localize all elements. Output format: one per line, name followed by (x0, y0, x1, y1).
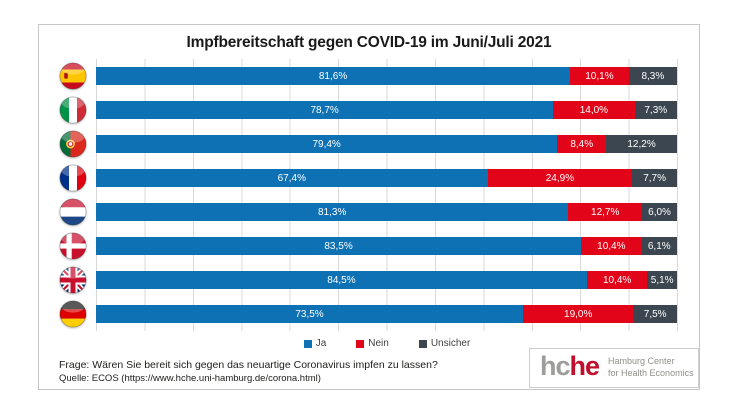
legend-label-nein: Nein (368, 338, 389, 349)
bar-value-label: 19,0% (564, 308, 593, 320)
bar-segment-unsicher: 7,7% (632, 169, 677, 187)
hche-logo-subtitle: Hamburg Center for Health Economics (608, 356, 694, 379)
chart-card: Impfbereitschaft gegen COVID-19 im Juni/… (38, 24, 700, 390)
bar-value-label: 7,3% (644, 104, 668, 116)
country-row-italy: 78,7% 14,0% 7,3% (39, 93, 699, 127)
bar-segment-unsicher: 5,1% (647, 271, 677, 289)
bar-segment-unsicher: 8,3% (628, 67, 677, 85)
bar-value-label: 6,1% (647, 240, 671, 252)
stacked-bar-germany: 73,5% 19,0% 7,5% (96, 305, 677, 323)
bar-value-label: 5,1% (650, 274, 674, 286)
legend-swatch-unsicher-icon (418, 339, 427, 348)
bar-value-label: 8,4% (570, 138, 594, 150)
country-row-uk: 84,5% 10,4% 5,1% (39, 263, 699, 297)
bar-segment-ja: 73,5% (96, 305, 524, 323)
footnote-question: Frage: Wären Sie bereit sich gegen das n… (59, 359, 438, 371)
bar-segment-nein: 24,9% (487, 169, 633, 187)
bar-value-label: 12,2% (627, 138, 656, 150)
legend-label-unsicher: Unsicher (430, 338, 471, 349)
legend-item-ja: Ja (303, 338, 327, 349)
bar-value-label: 7,7% (643, 172, 667, 184)
flag-uk-icon (59, 266, 87, 294)
bar-segment-ja: 81,6% (96, 67, 571, 85)
country-row-denmark: 83,5% 10,4% 6,1% (39, 229, 699, 263)
flag-france-icon (59, 164, 87, 192)
bar-value-label: 81,6% (318, 70, 348, 82)
bar-segment-nein: 12,7% (568, 203, 643, 221)
logo-text-gray: hc (540, 351, 570, 381)
bar-value-label: 10,4% (602, 274, 632, 286)
legend: Ja Nein Unsicher (96, 338, 678, 349)
stacked-bar-netherlands: 81,3% 12,7% 6,0% (96, 203, 677, 221)
bar-segment-ja: 81,3% (96, 203, 569, 221)
bar-segment-ja: 83,5% (96, 237, 582, 255)
flag-germany-icon (59, 300, 87, 328)
flag-netherlands-icon (59, 198, 87, 226)
bar-segment-ja: 78,7% (96, 101, 554, 119)
legend-label-ja: Ja (315, 338, 327, 349)
bar-value-label: 78,7% (310, 104, 339, 116)
bar-segment-unsicher: 7,3% (634, 101, 677, 119)
flag-portugal-icon (59, 130, 87, 158)
country-row-france: 67,4% 24,9% 7,7% (39, 161, 699, 195)
stacked-bar-portugal: 79,4% 8,4% 12,2% (96, 135, 677, 153)
bar-value-label: 10,1% (585, 70, 614, 82)
flag-spain-icon (59, 62, 87, 90)
legend-item-unsicher: Unsicher (418, 338, 471, 349)
legend-item-nein: Nein (356, 338, 389, 349)
legend-swatch-ja-icon (303, 339, 312, 348)
stacked-bar-france: 67,4% 24,9% 7,7% (96, 169, 677, 187)
bar-segment-nein: 14,0% (553, 101, 635, 119)
bar-segment-nein: 10,4% (581, 237, 642, 255)
bar-value-label: 7,5% (643, 308, 667, 320)
flag-italy-icon (59, 96, 87, 124)
bar-value-label: 6,0% (648, 206, 671, 218)
logo-line2: for Health Economics (608, 368, 694, 378)
flag-denmark-icon (59, 232, 87, 260)
bar-segment-nein: 19,0% (523, 305, 634, 323)
bar-value-label: 73,5% (295, 308, 324, 320)
bar-value-label: 67,4% (277, 172, 306, 184)
country-row-netherlands: 81,3% 12,7% 6,0% (39, 195, 699, 229)
country-row-portugal: 79,4% 8,4% 12,2% (39, 127, 699, 161)
hche-logo: hche Hamburg Center for Health Economics (529, 348, 699, 388)
logo-line1: Hamburg Center (608, 356, 675, 367)
bar-value-label: 10,4% (597, 240, 626, 252)
hche-logo-wordmark: hche (530, 351, 600, 383)
legend-swatch-nein-icon (356, 339, 365, 348)
bar-segment-unsicher: 6,1% (641, 237, 677, 255)
stacked-bar-denmark: 83,5% 10,4% 6,1% (96, 237, 677, 255)
bar-value-label: 8,3% (641, 70, 665, 82)
bar-value-label: 81,3% (317, 206, 347, 218)
stacked-bar-italy: 78,7% 14,0% 7,3% (96, 101, 677, 119)
bar-segment-unsicher: 7,5% (633, 305, 677, 323)
footnotes: Frage: Wären Sie bereit sich gegen das n… (59, 359, 438, 384)
bar-segment-ja: 79,4% (96, 135, 558, 153)
bar-segment-nein: 8,4% (557, 135, 607, 153)
bar-value-label: 12,7% (591, 206, 620, 218)
bar-segment-nein: 10,4% (586, 271, 648, 289)
bar-segment-nein: 10,1% (570, 67, 629, 85)
bar-value-label: 14,0% (579, 104, 609, 116)
stacked-bar-uk: 84,5% 10,4% 5,1% (96, 271, 677, 289)
plot-area: 81,6% 10,1% 8,3% 78,7% 14,0% 7,3% 79,4% 8,4% 12,… (39, 59, 699, 331)
bar-segment-ja: 84,5% (96, 271, 587, 289)
stacked-bar-spain: 81,6% 10,1% 8,3% (96, 67, 677, 85)
country-row-germany: 73,5% 19,0% 7,5% (39, 297, 699, 331)
logo-text-red: he (569, 351, 600, 381)
footnote-source: Quelle: ECOS (https://www.hche.uni-hambu… (59, 373, 321, 384)
bar-value-label: 24,9% (545, 172, 575, 184)
bar-segment-unsicher: 12,2% (606, 135, 677, 153)
country-row-spain: 81,6% 10,1% 8,3% (39, 59, 699, 93)
bar-value-label: 79,4% (312, 138, 341, 150)
chart-title: Impfbereitschaft gegen COVID-19 im Juni/… (186, 34, 552, 51)
bar-segment-unsicher: 6,0% (642, 203, 677, 221)
bar-value-label: 83,5% (324, 240, 353, 252)
bar-value-label: 84,5% (327, 274, 356, 286)
bar-segment-ja: 67,4% (96, 169, 488, 187)
